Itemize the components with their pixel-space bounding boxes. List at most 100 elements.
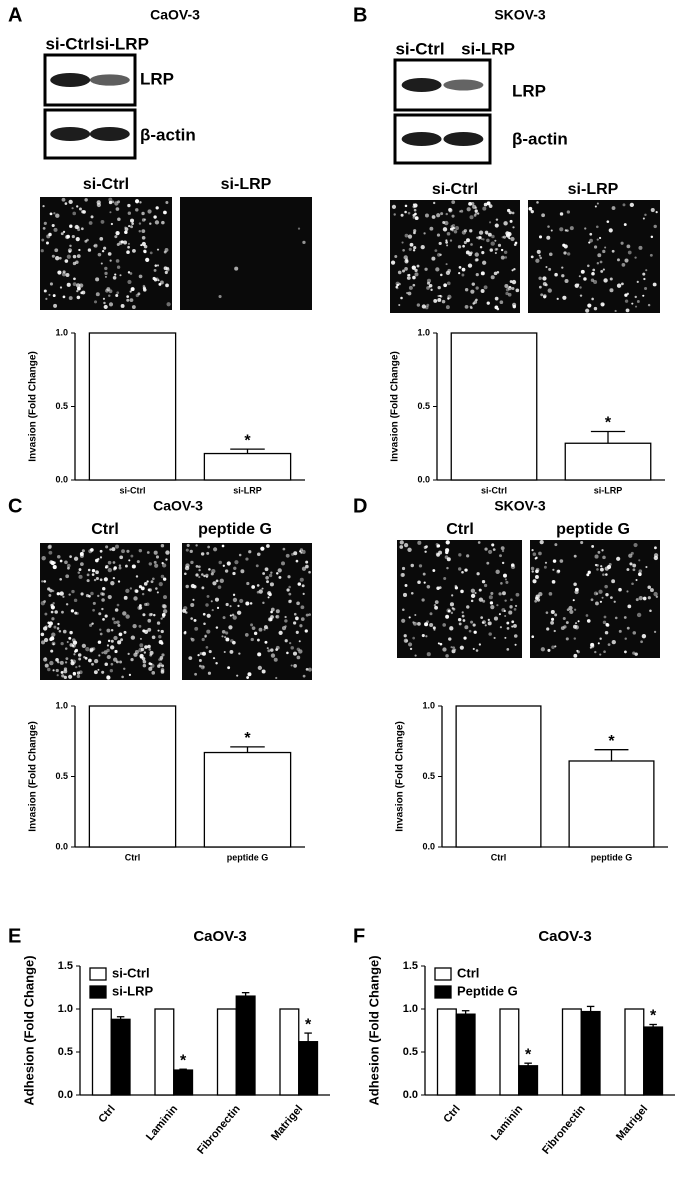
y-tick-label: 0.5: [422, 771, 435, 781]
cell-dot: [463, 636, 467, 640]
cell-dot: [590, 644, 595, 649]
cell-dot: [41, 640, 46, 645]
cell-dot: [221, 629, 226, 634]
cell-dot: [626, 590, 629, 593]
cell-dot: [198, 664, 202, 668]
cell-dot: [120, 240, 124, 244]
cell-dot: [53, 212, 56, 215]
cell-dot: [423, 581, 426, 584]
cell-dot: [513, 634, 518, 638]
cell-dot: [579, 294, 583, 297]
cell-dot: [129, 587, 133, 590]
cell-dot: [463, 229, 468, 233]
cell-dot: [270, 653, 276, 658]
cell-dot: [237, 604, 240, 608]
cell-dot: [240, 569, 245, 574]
cell-dot: [476, 212, 480, 215]
y-axis-label: Invasion (Fold Change): [28, 721, 39, 832]
cell-dot: [475, 258, 479, 262]
cell-dot: [390, 260, 396, 265]
cell-dot: [94, 300, 98, 304]
cell-dot: [143, 629, 149, 634]
cell-dot: [201, 573, 204, 576]
cell-dot: [257, 665, 262, 671]
cell-dot: [440, 212, 444, 216]
significance-marker: *: [244, 432, 251, 449]
cell-dot: [50, 610, 54, 614]
cell-dot: [499, 554, 502, 558]
cell-dot: [246, 581, 250, 586]
cell-dot: [412, 249, 416, 252]
cell-dot: [475, 286, 479, 290]
cell-dot: [430, 288, 433, 292]
cell-dot: [586, 619, 591, 623]
cell-dot: [161, 612, 166, 617]
cell-dot: [149, 650, 154, 655]
cell-dot: [97, 594, 100, 598]
cell-dot: [540, 647, 546, 652]
cell-dot: [266, 647, 269, 650]
cell-dot: [266, 580, 269, 584]
cell-dot: [410, 591, 414, 595]
x-tick-label: peptide G: [591, 852, 633, 862]
cell-dot: [445, 540, 450, 545]
y-tick-label: 1.0: [55, 700, 68, 710]
cell-dot: [583, 277, 587, 281]
y-tick-label: 0.5: [55, 401, 68, 411]
cell-dot: [458, 553, 462, 557]
cell-dot: [487, 621, 492, 626]
cell-dot: [593, 306, 598, 311]
cell-dot: [129, 298, 134, 303]
cell-dot: [132, 249, 136, 253]
bar: [173, 1069, 194, 1096]
cell-dot: [308, 613, 311, 616]
cell-dot: [301, 566, 307, 571]
cell-dot: [154, 220, 160, 225]
cell-dot: [53, 625, 57, 629]
cell-dot: [130, 287, 135, 292]
cell-dot: [484, 624, 487, 627]
cell-dot: [653, 224, 657, 229]
cell-dot: [260, 546, 265, 551]
cell-dot: [289, 599, 292, 603]
cell-dot: [402, 592, 408, 598]
cell-dot: [250, 637, 254, 642]
cell-dot: [623, 616, 627, 619]
cell-dot: [127, 211, 132, 215]
x-tick-label: Fibronectin: [540, 1103, 588, 1157]
cell-dot: [305, 560, 309, 564]
cell-dot: [503, 221, 508, 226]
cell-dot: [119, 555, 124, 560]
lane-label: si-Ctrl: [395, 39, 444, 58]
cell-dot: [115, 294, 119, 298]
cell-dot: [41, 238, 45, 242]
cell-dot: [54, 610, 58, 614]
cell-dot: [499, 626, 502, 629]
cell-dot: [478, 643, 481, 646]
cell-dot: [125, 564, 128, 568]
cell-dot: [59, 577, 63, 581]
cell-dot: [579, 286, 582, 289]
cell-dot: [194, 626, 199, 631]
cell-dot: [594, 554, 599, 559]
cell-dot: [629, 202, 635, 208]
cell-dot: [413, 203, 418, 208]
cell-dot: [489, 221, 492, 224]
cell-dot: [278, 575, 282, 579]
cell-dot: [141, 211, 145, 216]
cell-dot: [495, 218, 499, 221]
cell-dot: [487, 232, 492, 237]
cell-dot: [649, 253, 653, 257]
cell-dot: [62, 295, 66, 299]
cell-dot: [111, 617, 115, 621]
cell-dot: [545, 266, 548, 269]
cell-dot: [653, 591, 658, 597]
cell-dot: [544, 283, 548, 287]
cell-dot: [74, 648, 79, 653]
cell-dot: [554, 272, 558, 277]
cell-dot: [127, 271, 131, 274]
cell-dot: [626, 568, 630, 572]
cell-dot: [541, 213, 545, 218]
cell-dot: [301, 549, 306, 554]
cell-dot: [296, 601, 300, 606]
